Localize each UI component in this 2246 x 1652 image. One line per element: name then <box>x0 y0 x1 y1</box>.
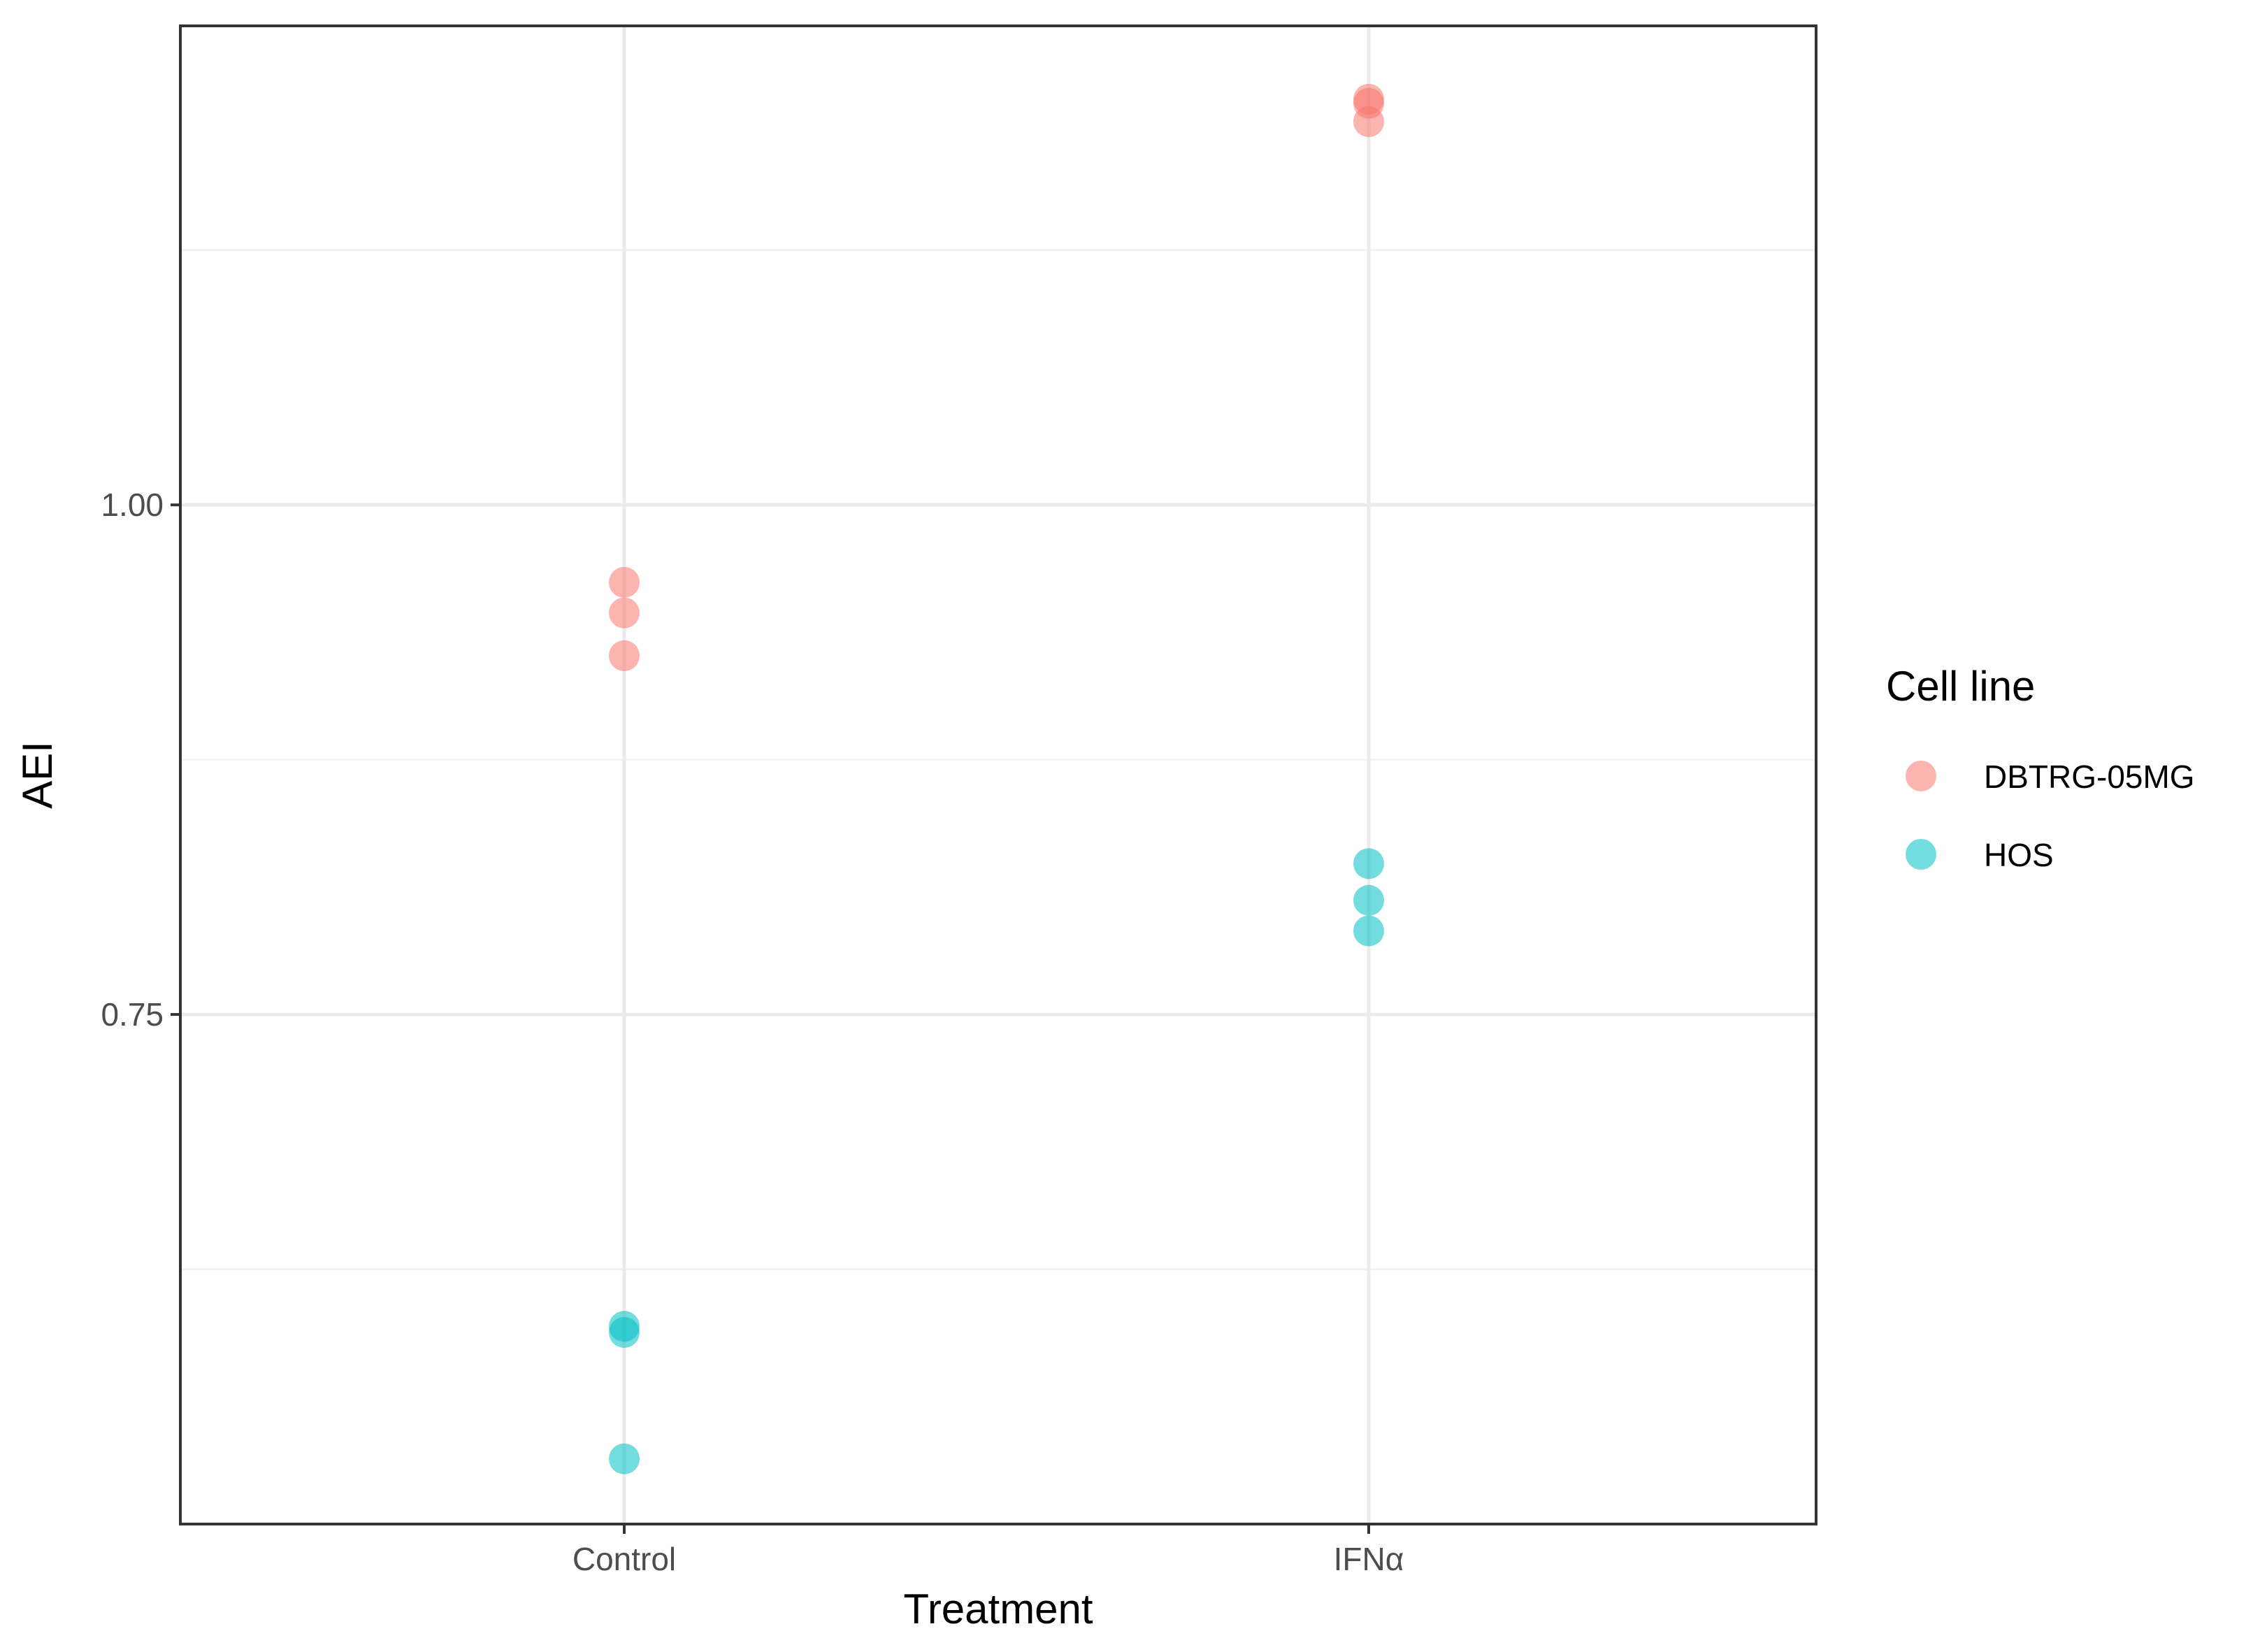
data-point <box>609 640 640 671</box>
data-point <box>1353 848 1384 879</box>
legend: Cell line DBTRG-05MG HOS <box>1886 663 2195 873</box>
y-axis-title: AEI <box>14 741 61 809</box>
legend-title: Cell line <box>1886 663 2035 710</box>
x-tick-label: Control <box>573 1541 676 1577</box>
legend-item: HOS <box>1906 837 2054 873</box>
x-axis-title: Treatment <box>903 1586 1093 1632</box>
data-points <box>609 83 1384 1474</box>
grid-lines <box>180 26 1816 1524</box>
data-point <box>1353 884 1384 916</box>
data-point <box>609 566 640 598</box>
legend-key <box>1906 839 1936 870</box>
legend-label: HOS <box>1984 837 2054 873</box>
data-point <box>609 1316 640 1348</box>
data-point <box>1353 106 1384 138</box>
data-point <box>609 597 640 629</box>
axes: 0.75 1.00 Control IFNα <box>101 487 1404 1577</box>
y-tick-label: 0.75 <box>101 996 164 1033</box>
data-point <box>1353 915 1384 947</box>
legend-item: DBTRG-05MG <box>1906 759 2195 795</box>
plot-panel-border <box>179 24 1817 1525</box>
y-tick-label: 1.00 <box>101 487 164 523</box>
x-tick-label: IFNα <box>1334 1541 1404 1577</box>
legend-items: DBTRG-05MG HOS <box>1906 759 2195 873</box>
legend-label: DBTRG-05MG <box>1984 759 2195 795</box>
data-point <box>609 1443 640 1474</box>
legend-key <box>1906 761 1936 791</box>
